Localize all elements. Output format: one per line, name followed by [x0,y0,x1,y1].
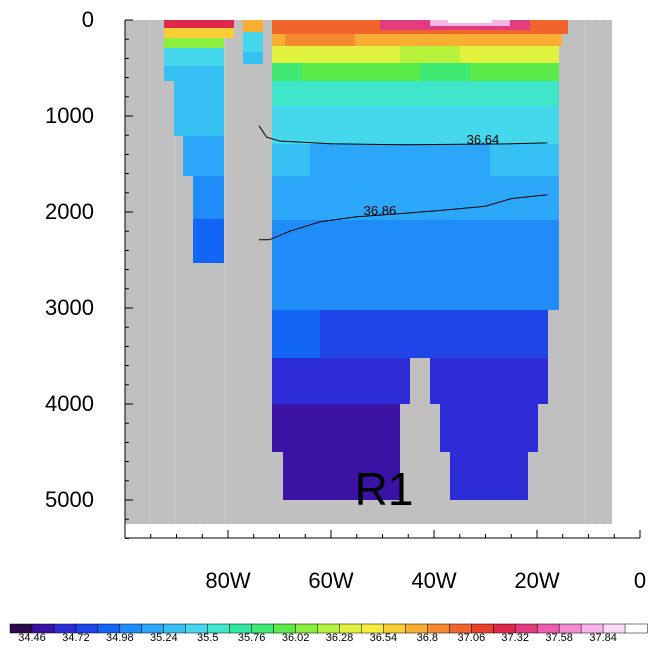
contour-label: 36.64 [467,132,500,147]
colorbar-label: 36.54 [370,632,398,644]
contour-layer: 36.64 36.86 [258,125,548,241]
colorbar-label: 37.06 [458,632,486,644]
colorbar-label: 37.84 [589,632,617,644]
missing-region-gridlines [149,20,601,524]
colorbar: 34.46 34.72 34.98 35.24 35.5 35.76 36.02 36.28 3… [9,623,648,644]
colorbar-label: 37.32 [501,632,529,644]
contour-label: 36.86 [364,203,397,218]
y-tick-label: 2000 [45,199,94,224]
contour-line [258,125,548,146]
y-tick-label: 1000 [45,103,94,128]
colorbar-label: 35.76 [238,632,266,644]
plot-area: 36.64 36.86 R1 [124,20,640,539]
colorbar-label: 35.24 [150,632,178,644]
colorbar-label: 34.46 [18,632,46,644]
x-tick-label: 80W [205,568,250,593]
colorbar-label: 36.28 [326,632,354,644]
panel-label: R1 [355,463,414,515]
colorbar-label: 35.5 [197,632,218,644]
x-tick-label: 20W [514,568,559,593]
x-axis: 80W 60W 40W 20W 0 [150,530,646,593]
western-basin-cells [164,20,263,263]
x-tick-label: 40W [411,568,456,593]
colorbar-label: 36.02 [282,632,310,644]
main-basin-cells [272,20,568,500]
y-axis: 0 1000 2000 3000 4000 5000 [45,7,133,539]
colorbar-label: 34.98 [106,632,134,644]
colorbar-label: 34.72 [62,632,90,644]
x-tick-label: 0 [634,568,646,593]
y-tick-label: 0 [82,7,94,32]
x-tick-label: 60W [308,568,353,593]
colorbar-label: 37.58 [545,632,573,644]
colorbar-swatch [624,623,648,634]
y-tick-label: 5000 [45,487,94,512]
contour-line [258,194,548,241]
y-tick-label: 3000 [45,295,94,320]
colorbar-label: 36.8 [417,632,438,644]
y-tick-label: 4000 [45,391,94,416]
